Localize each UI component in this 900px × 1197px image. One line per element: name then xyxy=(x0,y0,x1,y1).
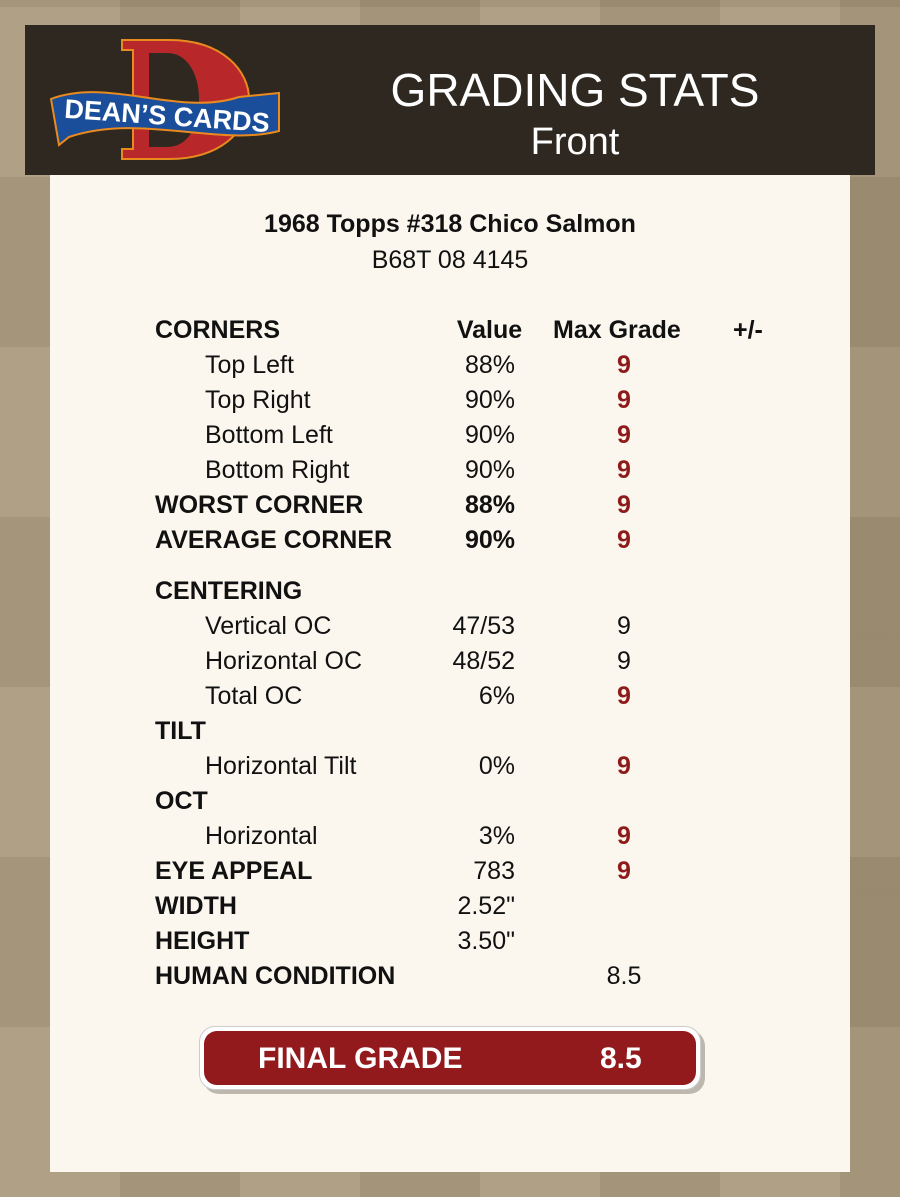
row-label: Horizontal OC xyxy=(205,647,362,675)
row-label: Vertical OC xyxy=(205,612,332,640)
final-grade-badge: FINAL GRADE 8.5 xyxy=(199,1026,701,1090)
row-max-grade: 9 xyxy=(617,421,631,449)
row-label: AVERAGE CORNER xyxy=(155,526,393,554)
row-value: 90% xyxy=(464,456,515,484)
row-value: 3% xyxy=(478,822,515,850)
row-label: Total OC xyxy=(205,682,303,710)
row-max-grade: 9 xyxy=(617,647,631,675)
table-row: Horizontal Tilt 0% 9 xyxy=(155,749,795,784)
row-value: 6% xyxy=(478,682,515,710)
table-row: Vertical OC 47/53 9 xyxy=(155,609,795,644)
row-label: CORNERS xyxy=(155,316,281,344)
row-max-grade: 9 xyxy=(617,822,631,850)
row-max-grade: 9 xyxy=(617,351,631,379)
table-row: Total OC 6% 9 xyxy=(155,679,795,714)
row-max-grade: 9 xyxy=(617,491,631,519)
final-grade-label: FINAL GRADE xyxy=(258,1042,463,1075)
cert-number: B68T 08 4145 xyxy=(371,246,529,274)
header-bar: DEAN’S CARDS GRADING STATS Front xyxy=(25,25,875,175)
row-max-grade: 9 xyxy=(617,752,631,780)
row-value: 90% xyxy=(464,421,515,449)
row-label: HEIGHT xyxy=(155,927,250,955)
table-row: Bottom Right 90% 9 xyxy=(155,453,795,488)
row-label: Bottom Right xyxy=(205,456,350,484)
row-max-grade: 9 xyxy=(617,526,631,554)
table-row: WORST CORNER 88% 9 xyxy=(155,488,795,523)
row-max-grade: 8.5 xyxy=(606,962,642,990)
table-row: AVERAGE CORNER 90% 9 xyxy=(155,523,795,558)
row-label: EYE APPEAL xyxy=(155,857,313,885)
page-title: GRADING STATS xyxy=(390,64,760,116)
row-max-grade: 9 xyxy=(617,612,631,640)
row-max-grade: 9 xyxy=(617,682,631,710)
table-row: EYE APPEAL 783 9 xyxy=(155,854,795,889)
row-label: OCT xyxy=(155,787,208,815)
table-row: TILT xyxy=(155,714,795,749)
row-label: CENTERING xyxy=(155,577,303,605)
row-value: 783 xyxy=(473,857,515,885)
page-subtitle: Front xyxy=(530,121,620,163)
table-row: Horizontal 3% 9 xyxy=(155,819,795,854)
row-label: WIDTH xyxy=(155,892,237,920)
row-value: 90% xyxy=(464,386,515,414)
table-row: Top Left 88% 9 xyxy=(155,348,795,383)
row-value: 88% xyxy=(464,351,515,379)
stats-card xyxy=(50,175,850,1172)
column-header-max-grade: Max Grade xyxy=(553,316,681,344)
row-label: Horizontal Tilt xyxy=(205,752,357,780)
grading-table: CORNERS Value Max Grade +/- Top Left 88% 9 Top … xyxy=(155,313,795,994)
row-label: Top Right xyxy=(205,386,311,414)
row-value: 0% xyxy=(478,752,515,780)
row-value: 48/52 xyxy=(452,647,515,675)
row-label: WORST CORNER xyxy=(155,491,364,519)
final-grade-value: 8.5 xyxy=(600,1042,642,1075)
row-value: 3.50" xyxy=(457,927,515,955)
row-max-grade: 9 xyxy=(617,456,631,484)
row-value: 90% xyxy=(464,526,515,554)
table-row: Horizontal OC 48/52 9 xyxy=(155,644,795,679)
row-label: Bottom Left xyxy=(205,421,333,449)
row-value: 88% xyxy=(464,491,515,519)
deans-cards-logo: DEAN’S CARDS xyxy=(49,39,280,160)
row-value: 47/53 xyxy=(452,612,515,640)
table-row: Top Right 90% 9 xyxy=(155,383,795,418)
table-row: HEIGHT 3.50" xyxy=(155,924,795,959)
table-row: WIDTH 2.52" xyxy=(155,889,795,924)
row-label: TILT xyxy=(155,717,206,745)
column-header-value: Value xyxy=(456,316,523,344)
row-label: Horizontal xyxy=(205,822,318,850)
table-row: CORNERS Value Max Grade +/- xyxy=(155,313,795,348)
column-header-plus-minus: +/- xyxy=(733,316,763,344)
row-value: 2.52" xyxy=(457,892,515,920)
table-row: Bottom Left 90% 9 xyxy=(155,418,795,453)
table-row: HUMAN CONDITION 8.5 xyxy=(155,959,795,994)
row-label: HUMAN CONDITION xyxy=(155,962,396,990)
table-row: OCT xyxy=(155,784,795,819)
row-max-grade: 9 xyxy=(617,386,631,414)
row-max-grade: 9 xyxy=(617,857,631,885)
table-row: CENTERING xyxy=(155,574,795,609)
card-name: 1968 Topps #318 Chico Salmon xyxy=(264,210,636,238)
row-label: Top Left xyxy=(205,351,294,379)
